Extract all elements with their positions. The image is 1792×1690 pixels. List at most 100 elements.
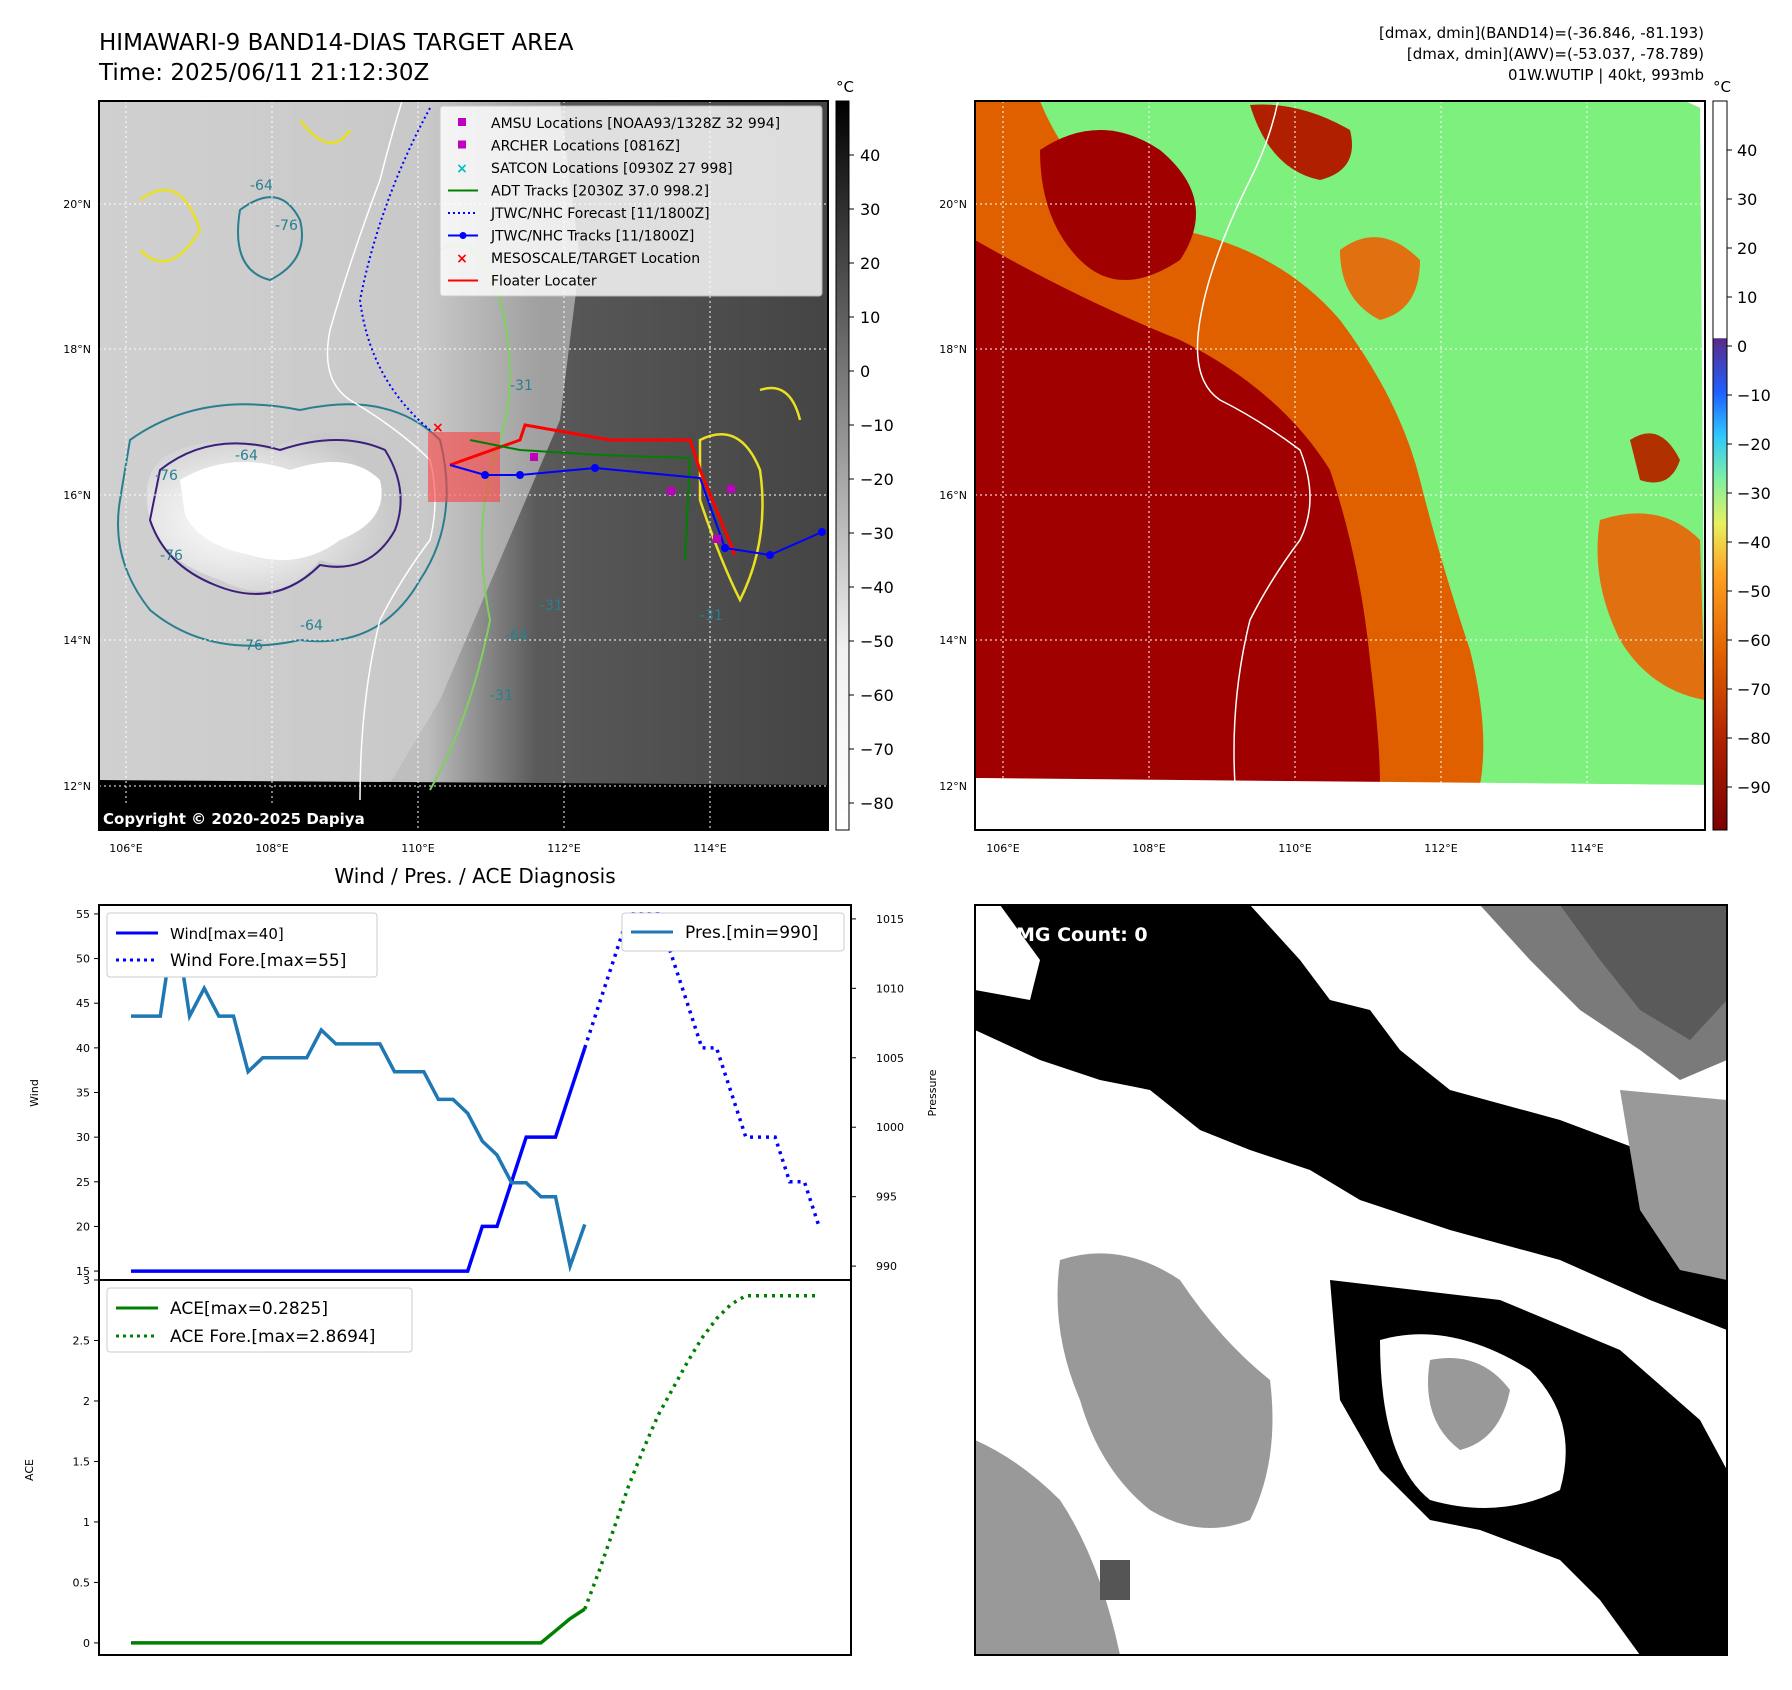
contour-label: -64: [505, 628, 528, 644]
ir-map-panel: × Copyright © 2020-2025 Dapiya AMSU Loca…: [99, 101, 828, 830]
cb-tick-label: 30: [1737, 190, 1757, 209]
ace-series: [131, 1293, 819, 1645]
ytick-label: 25: [76, 1176, 90, 1189]
series-line: [131, 1047, 587, 1273]
cb-tick-label: −40: [860, 578, 894, 597]
contour-label: -64: [235, 448, 258, 464]
awv-colorbar-unit: °C: [1713, 78, 1731, 96]
cb-tick-label: 40: [860, 146, 880, 165]
series-line: [131, 918, 587, 1273]
mesoscale-marker: ×: [432, 420, 444, 436]
lon-label: 112°E: [547, 842, 580, 855]
cb-tick-label: −40: [1737, 533, 1771, 552]
cb-tick-label: −30: [1737, 484, 1771, 503]
figure-time: Time: 2025/06/11 21:12:30Z: [98, 60, 429, 86]
adt-track: [469, 439, 692, 561]
copyright-bg: [99, 806, 399, 830]
cb-tick-label: −90: [1737, 778, 1771, 797]
contour-label: -31: [540, 598, 563, 614]
cb-tick-label: 40: [1737, 141, 1757, 160]
wind-fore-legend-label: Wind Fore.[max=55]: [170, 951, 346, 971]
legend-label: MESOSCALE/TARGET Location: [491, 251, 700, 267]
lon-label: 106°E: [986, 842, 1019, 855]
ytick-label: 20: [76, 1220, 90, 1233]
wmg-gray-east: [1620, 1090, 1727, 1280]
cb-tick-label: −10: [860, 416, 894, 435]
awv-dry-cell-mid: [1340, 237, 1420, 320]
cb-tick-label: −70: [860, 740, 894, 759]
cb-tick-label: −50: [860, 632, 894, 651]
ace-yticks: 0 0.5 1 1.5 2 2.5 3: [73, 1274, 99, 1650]
ir-colorbar-unit: °C: [836, 78, 854, 96]
legend-marker-dot: [459, 232, 467, 239]
wmg-panel: WMG Count: 0: [975, 905, 1727, 1655]
cb-tick-label: 0: [860, 362, 870, 381]
lat-label: 20°N: [63, 198, 91, 211]
wind-ylabel: Wind: [28, 1079, 41, 1107]
ir-colorbar-ticks: 40 30 20 10 0 −10 −20 −30 −40 −50 −60 −70 −80: [849, 146, 894, 813]
awv-dry-cell-east-2: [1630, 433, 1680, 483]
cb-tick-label: −80: [860, 794, 894, 813]
ytick-label: 2: [83, 1395, 90, 1408]
contour-label: -76: [240, 638, 263, 654]
wmg-black-band: [975, 905, 1727, 1330]
legend-label: AMSU Locations [NOAA93/1328Z 32 994]: [491, 116, 780, 132]
lat-label: 12°N: [939, 780, 967, 793]
jtwc-track-points: [481, 464, 826, 559]
legend-marker: [458, 118, 466, 126]
cb-tick-label: 20: [860, 254, 880, 273]
awv-dry-cell-top: [1250, 104, 1352, 180]
contour-minus64-north: [237, 196, 303, 282]
cb-tick-label: 10: [1737, 288, 1757, 307]
awv-very-dry-area: [975, 240, 1380, 785]
figure-title: HIMAWARI-9 BAND14-DIAS TARGET AREA: [99, 30, 574, 56]
cb-tick-label: −10: [1737, 386, 1771, 405]
lon-label: 114°E: [1570, 842, 1603, 855]
legend-label: JTWC/NHC Tracks [11/1800Z]: [490, 229, 694, 245]
contour-label: -76: [160, 548, 183, 564]
ytick-label: 1000: [876, 1121, 904, 1134]
contour-label: -31: [700, 608, 723, 624]
contour-label: -76: [155, 468, 178, 484]
ace-fore-legend-label: ACE Fore.[max=2.8694]: [170, 1327, 375, 1347]
cb-tick-label: −50: [1737, 582, 1771, 601]
ytick-label: 40: [76, 1042, 90, 1055]
ace-legend-label: ACE[max=0.2825]: [170, 1299, 328, 1319]
info-storm: 01W.WUTIP | 40kt, 993mb: [1508, 66, 1704, 84]
ytick-label: 1.5: [73, 1455, 91, 1468]
awv-lon-labels: 106°E 108°E 110°E 112°E 114°E: [986, 842, 1603, 855]
cb-tick-label: −20: [1737, 435, 1771, 454]
lat-label: 14°N: [63, 634, 91, 647]
pres-legend-box: [621, 912, 845, 952]
cb-tick-label: −30: [860, 524, 894, 543]
ytick-label: 1015: [876, 913, 904, 926]
ir-lat-labels: 20°N 18°N 16°N 14°N 12°N: [63, 198, 91, 793]
ir-legend: AMSU Locations [NOAA93/1328Z 32 994] ARCH…: [448, 116, 780, 290]
cb-tick-label: 20: [1737, 239, 1757, 258]
wmg-dark-patch: [1100, 1560, 1130, 1600]
contour-yellow-2: [139, 188, 202, 263]
legend-marker: [458, 140, 466, 149]
pressure-yticks: 990 995 1000 1005 1010 1015: [851, 913, 904, 1273]
contour-minus76: [148, 439, 402, 595]
wind-series: [131, 912, 821, 1273]
ace-legend-box: [106, 1287, 413, 1353]
legend-label: JTWC/NHC Forecast [11/1800Z]: [490, 206, 710, 222]
floater-box: [428, 432, 500, 502]
ytick-label: 1005: [876, 1052, 904, 1065]
wind-legend-box: [106, 912, 378, 978]
wmg-gray-hole: [1428, 1358, 1510, 1450]
lat-label: 16°N: [939, 489, 967, 502]
amsu-archer-points: [530, 453, 735, 543]
series-line: [131, 1607, 586, 1645]
info-band14: [dmax, dmin](BAND14)=(-36.846, -81.193): [1379, 24, 1704, 42]
ir-colorbar: [835, 100, 850, 831]
awv-lat-labels: 20°N 18°N 16°N 14°N 12°N: [939, 198, 967, 793]
ir-cold-top: [180, 462, 382, 560]
lat-label: 16°N: [63, 489, 91, 502]
wind-legend-label: Wind[max=40]: [170, 925, 284, 943]
awv-map-panel: [975, 101, 1705, 830]
contour-labels: -64 -76 -76 -64 -31 -76 -64 -31 -31 -76 -64 -31: [155, 178, 723, 704]
legend-marker: ×: [456, 161, 468, 177]
